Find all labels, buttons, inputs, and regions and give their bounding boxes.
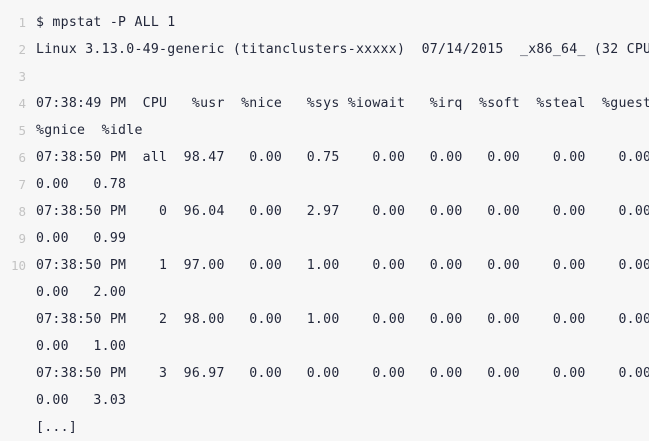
code-line: 1 $ mpstat -P ALL 1 xyxy=(0,9,649,36)
code-line: 0.00 1.00 xyxy=(0,333,649,360)
line-number: 6 xyxy=(18,150,26,165)
code-line-text: $ mpstat -P ALL 1 xyxy=(36,15,176,30)
code-line: 07:38:50 PM 2 98.00 0.00 1.00 0.00 0.00 … xyxy=(0,306,649,333)
code-line-text: %gnice %idle xyxy=(36,123,143,138)
code-line: 9 0.00 0.99 xyxy=(0,225,649,252)
code-line-text: [...] xyxy=(36,420,78,435)
code-line-text: 07:38:50 PM 1 97.00 0.00 1.00 0.00 0.00 … xyxy=(36,258,649,273)
line-number: 4 xyxy=(18,96,26,111)
code-line: 4 07:38:49 PM CPU %usr %nice %sys %iowait… xyxy=(0,90,649,117)
line-number: 10 xyxy=(10,258,26,273)
code-line: 0.00 2.00 xyxy=(0,279,649,306)
code-line: 10 07:38:50 PM 1 97.00 0.00 1.00 0.00 0.0… xyxy=(0,252,649,279)
code-line: [...] xyxy=(0,414,649,441)
code-line: 0.00 3.03 xyxy=(0,387,649,414)
code-line: 5 %gnice %idle xyxy=(0,117,649,144)
code-line: 7 0.00 0.78 xyxy=(0,171,649,198)
line-number: 9 xyxy=(18,231,26,246)
code-line: 6 07:38:50 PM all 98.47 0.00 0.75 0.00 0.… xyxy=(0,144,649,171)
code-line-text: 0.00 0.78 xyxy=(36,177,127,192)
line-number: 2 xyxy=(18,42,26,57)
code-line: 07:38:50 PM 3 96.97 0.00 0.00 0.00 0.00 … xyxy=(0,360,649,387)
code-line-text: 0.00 3.03 xyxy=(36,393,127,408)
code-line-text: 0.00 2.00 xyxy=(36,285,127,300)
code-line: 3 xyxy=(0,63,649,90)
code-line-text: 07:38:49 PM CPU %usr %nice %sys %iowait … xyxy=(36,96,649,111)
code-line-text: Linux 3.13.0-49-generic (titanclusters-x… xyxy=(36,42,649,57)
line-number: 1 xyxy=(18,15,26,30)
code-line: 8 07:38:50 PM 0 96.04 0.00 2.97 0.00 0.00… xyxy=(0,198,649,225)
code-line: 2 Linux 3.13.0-49-generic (titanclusters-… xyxy=(0,36,649,63)
code-line-text: 07:38:50 PM all 98.47 0.00 0.75 0.00 0.0… xyxy=(36,150,649,165)
code-line-text: 0.00 1.00 xyxy=(36,339,127,354)
code-line-text: 0.00 0.99 xyxy=(36,231,127,246)
line-number: 8 xyxy=(18,204,26,219)
line-number: 3 xyxy=(18,69,26,84)
line-number: 5 xyxy=(18,123,26,138)
code-line-text: 07:38:50 PM 0 96.04 0.00 2.97 0.00 0.00 … xyxy=(36,204,649,219)
line-number: 7 xyxy=(18,177,26,192)
code-line-text: 07:38:50 PM 2 98.00 0.00 1.00 0.00 0.00 … xyxy=(36,312,649,327)
code-line-text: 07:38:50 PM 3 96.97 0.00 0.00 0.00 0.00 … xyxy=(36,366,649,381)
